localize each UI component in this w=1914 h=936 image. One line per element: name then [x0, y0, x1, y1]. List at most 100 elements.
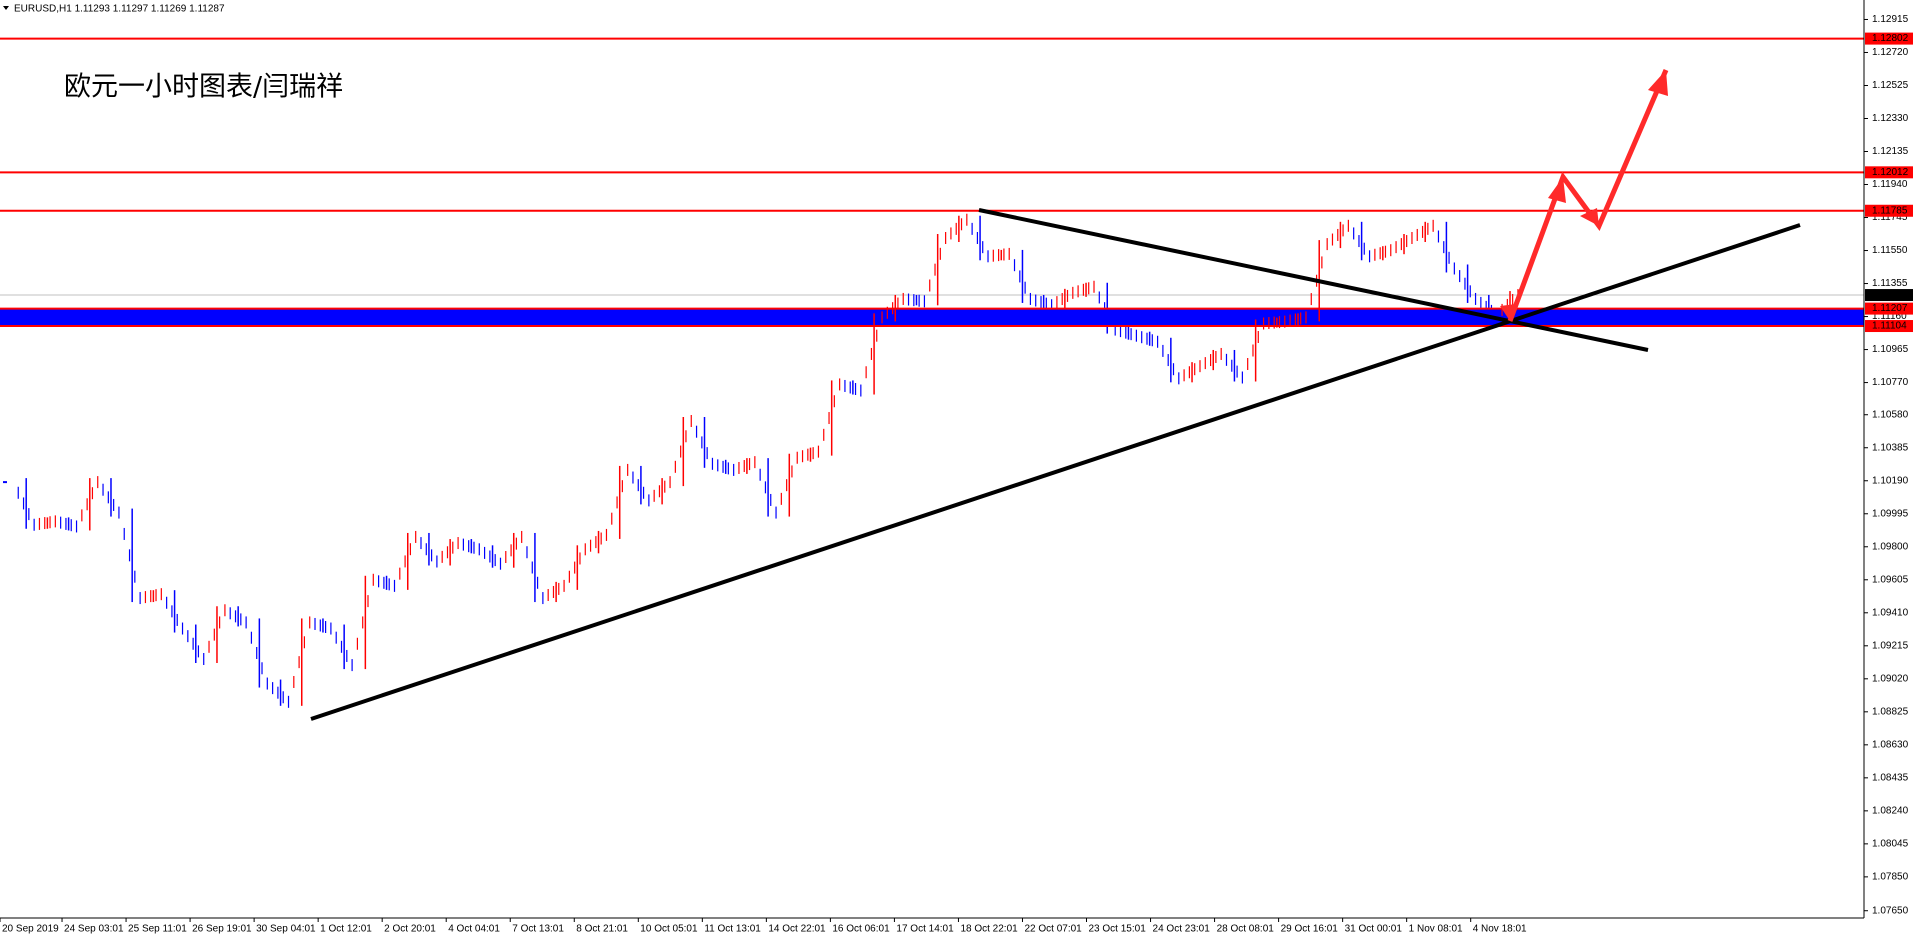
x-tick-label: 26 Sep 19:01	[192, 924, 252, 935]
price-bar	[611, 463, 629, 539]
price-bar	[801, 445, 820, 463]
price-bar	[250, 618, 268, 690]
price-bar	[1162, 337, 1180, 385]
x-tick-label: 31 Oct 00:01	[1345, 924, 1403, 935]
y-tick-label: 1.12915	[1872, 14, 1909, 25]
y-tick-label: 1.09215	[1872, 640, 1909, 651]
price-bar	[378, 575, 396, 592]
price-bar	[1225, 349, 1243, 384]
x-tick-label: 23 Oct 15:01	[1089, 924, 1147, 935]
price-bar	[950, 213, 968, 243]
price-bar	[144, 588, 162, 604]
price-bar	[1119, 325, 1137, 342]
price-bar	[1204, 347, 1222, 371]
price-bar	[1374, 244, 1392, 261]
arrow-head	[1548, 177, 1566, 203]
y-tick-label: 1.10190	[1872, 475, 1909, 486]
price-bar	[1077, 280, 1095, 298]
price-bar	[123, 508, 141, 605]
price-bar	[653, 476, 671, 505]
price-bar	[632, 465, 650, 507]
x-tick-label: 18 Oct 22:01	[960, 924, 1018, 935]
price-bar	[420, 532, 438, 568]
price-bar	[738, 456, 756, 474]
price-bar	[780, 451, 798, 517]
price-bar	[674, 414, 692, 487]
x-tick-label: 4 Oct 04:01	[448, 924, 500, 935]
x-tick-label: 1 Oct 12:01	[320, 924, 372, 935]
y-tick-label: 1.12720	[1872, 47, 1909, 58]
y-tick-label: 1.11160	[1872, 311, 1907, 322]
y-tick-label: 1.09410	[1872, 607, 1909, 618]
level-label-box	[1865, 32, 1913, 45]
price-bar	[399, 530, 417, 590]
price-bar	[335, 624, 353, 672]
y-tick-label: 1.10770	[1872, 377, 1909, 388]
y-tick-label: 1.11355	[1872, 278, 1908, 289]
x-tick-label: 4 Nov 18:01	[1473, 924, 1527, 935]
x-tick-label: 10 Oct 05:01	[640, 924, 698, 935]
x-tick-label: 7 Oct 13:01	[512, 924, 564, 935]
x-tick-label: 17 Oct 14:01	[896, 924, 954, 935]
x-tick-label: 14 Oct 22:01	[768, 924, 826, 935]
y-tick-label: 1.12330	[1872, 113, 1909, 124]
x-tick-label: 22 Oct 07:01	[1024, 924, 1082, 935]
price-bar	[823, 378, 841, 456]
level-label-box	[1865, 302, 1913, 315]
price-bar	[187, 624, 205, 666]
y-tick-label: 1.08825	[1872, 706, 1909, 717]
x-tick-label: 25 Sep 11:01	[128, 924, 187, 935]
x-tick-label: 24 Sep 03:01	[64, 924, 124, 935]
y-tick-label: 1.09800	[1872, 541, 1909, 552]
forecast-arrow	[1507, 69, 1669, 322]
x-tick-label: 30 Sep 04:01	[256, 924, 316, 935]
current-price-box	[1865, 289, 1913, 302]
level-label: 1.11785	[1872, 205, 1908, 216]
price-bar	[166, 590, 184, 635]
level-label: 1.11104	[1872, 321, 1907, 332]
arrow-head	[1500, 304, 1516, 321]
price-bar	[505, 530, 523, 568]
x-tick-label: 20 Sep 2019	[2, 924, 59, 935]
level-label: 1.12012	[1872, 167, 1909, 178]
price-bar	[1289, 311, 1307, 327]
price-bar	[971, 215, 989, 263]
arrow-head	[1648, 70, 1668, 96]
price-bar	[526, 532, 544, 605]
price-bar	[1035, 294, 1053, 312]
price-bar	[1459, 264, 1477, 305]
price-bar	[1331, 219, 1349, 249]
price-bar	[272, 679, 290, 708]
y-tick-label: 1.11550	[1872, 245, 1908, 256]
price-bar	[759, 458, 777, 519]
x-tick-label: 16 Oct 06:01	[832, 924, 890, 935]
price-bar	[547, 579, 565, 603]
x-tick-label: 2 Oct 20:01	[384, 924, 436, 935]
y-tick-label: 1.09995	[1872, 508, 1909, 519]
price-bar	[992, 247, 1010, 262]
price-bar	[1395, 232, 1413, 255]
price-bar	[1183, 360, 1201, 383]
y-tick-label: 1.12525	[1872, 80, 1909, 91]
drawings	[310, 69, 1801, 721]
price-bar	[102, 478, 120, 519]
price-bar	[314, 617, 332, 635]
price-bar	[17, 478, 35, 531]
x-tick-label: 1 Nov 08:01	[1409, 924, 1463, 935]
y-tick-label: 1.07650	[1872, 905, 1909, 916]
price-bar	[1247, 317, 1265, 382]
price-bar	[441, 537, 459, 566]
price-bar	[1437, 221, 1455, 275]
y-tick-label: 1.10965	[1872, 344, 1909, 355]
price-bar	[568, 543, 586, 590]
y-tick-label: 1.07850	[1872, 872, 1909, 883]
level-label: 1.11207	[1872, 303, 1908, 314]
chart-title: 欧元一小时图表/闫瑞祥	[64, 72, 343, 103]
y-tick-label: 1.09605	[1872, 574, 1909, 585]
y-tick-label: 1.08435	[1872, 772, 1909, 783]
axis-labels: 1.12915 1.12720 1.12525 1.12330 1.12135 1.119…	[0, 14, 1913, 935]
arrow-head	[1580, 208, 1599, 226]
y-tick-label: 1.10385	[1872, 442, 1909, 453]
